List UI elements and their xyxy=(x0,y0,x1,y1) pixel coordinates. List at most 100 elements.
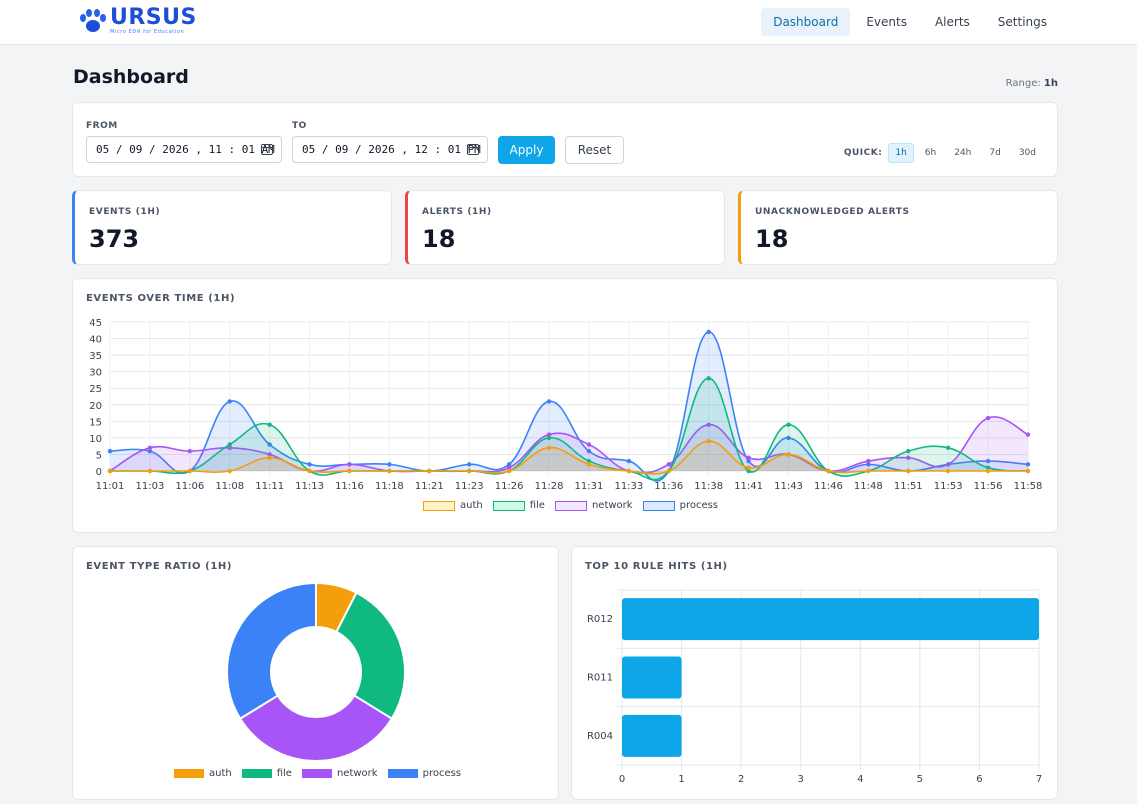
y-category-label: R004 xyxy=(587,731,613,742)
stat-value: 373 xyxy=(89,225,140,253)
legend-swatch xyxy=(174,769,204,778)
x-tick-label: 6 xyxy=(976,774,982,785)
calendar-icon[interactable] xyxy=(261,144,273,155)
paw-logo-icon xyxy=(80,9,106,32)
series-line-auth xyxy=(109,440,1028,475)
nav-dashboard[interactable]: Dashboard xyxy=(761,8,851,36)
to-datetime-value: 05 / 09 / 2026 , 12 : 01 PM xyxy=(302,143,481,156)
quick-24h-button[interactable]: 24h xyxy=(954,148,972,158)
x-tick-label: 11:51 xyxy=(894,481,923,492)
data-point-file xyxy=(906,448,911,454)
stat-value: 18 xyxy=(755,225,789,253)
calendar-icon[interactable] xyxy=(467,144,479,155)
data-point-auth xyxy=(626,468,632,474)
legend-label: process xyxy=(679,500,719,511)
data-point-auth xyxy=(187,468,193,474)
nav-alerts[interactable]: Alerts xyxy=(934,15,970,29)
data-point-file xyxy=(786,422,791,427)
data-point-network xyxy=(666,462,671,467)
y-tick-label: 0 xyxy=(96,467,102,478)
legend-swatch xyxy=(301,769,332,778)
data-point-auth xyxy=(147,468,153,474)
x-tick-label: 11:48 xyxy=(854,481,883,492)
x-tick-label: 11:18 xyxy=(375,481,404,492)
event-type-donut-chart xyxy=(226,581,406,762)
quick-6h-button[interactable]: 6h xyxy=(924,148,937,158)
stat-card-unacknowledged: UNACKNOWLEDGED ALERTS 18 xyxy=(738,190,1058,265)
data-point-file xyxy=(586,458,592,464)
legend-item-file[interactable]: file xyxy=(492,500,545,511)
y-category-label: R012 xyxy=(587,614,613,625)
data-point-process xyxy=(107,448,113,454)
quick-30d-button[interactable]: 30d xyxy=(1018,148,1036,158)
quick-range-selector: QUICK: 1h 6h 24h 7d 30d xyxy=(844,143,1043,163)
nav-events[interactable]: Events xyxy=(866,15,907,29)
data-point-process xyxy=(147,448,153,454)
legend-label: auth xyxy=(460,500,483,511)
x-tick-label: 11:21 xyxy=(415,481,444,492)
data-point-file xyxy=(267,422,272,427)
ratio-legend: auth file network process xyxy=(174,768,461,779)
page-title: Dashboard xyxy=(73,66,189,88)
legend-label: auth xyxy=(209,768,232,779)
brand-logo[interactable]: URSUS Micro EDR for Education xyxy=(78,6,197,36)
to-datetime-input[interactable]: 05 / 09 / 2026 , 12 : 01 PM xyxy=(292,136,488,163)
data-point-process xyxy=(467,462,472,467)
reset-button[interactable]: Reset xyxy=(565,136,624,164)
x-tick-label: 11:13 xyxy=(295,481,324,492)
rule-bar xyxy=(622,656,682,699)
data-point-network xyxy=(267,452,272,457)
legend-swatch xyxy=(492,500,525,511)
data-point-network xyxy=(706,422,711,427)
data-point-auth xyxy=(107,468,113,474)
x-tick-label: 11:58 xyxy=(1014,481,1043,492)
x-tick-label: 3 xyxy=(798,774,804,785)
legend-item-network[interactable]: network xyxy=(301,768,378,779)
data-point-network xyxy=(506,465,512,470)
main-nav: Dashboard Events Alerts Settings xyxy=(761,8,1059,36)
from-datetime-input[interactable]: 05 / 09 / 2026 , 11 : 01 AM xyxy=(86,136,282,163)
data-point-auth xyxy=(706,439,711,444)
x-tick-label: 0 xyxy=(619,774,625,785)
data-point-network xyxy=(866,458,871,464)
data-point-process xyxy=(267,442,272,447)
data-point-auth xyxy=(227,468,232,474)
data-point-file xyxy=(227,442,232,447)
y-tick-label: 5 xyxy=(96,450,102,461)
rule-bar xyxy=(622,598,1039,641)
apply-button[interactable]: Apply xyxy=(498,136,555,164)
data-point-auth xyxy=(666,468,671,474)
stat-card-alerts: ALERTS (1H) 18 xyxy=(405,190,725,265)
y-category-label: R011 xyxy=(587,673,613,684)
legend-swatch xyxy=(423,500,455,511)
data-point-auth xyxy=(985,468,991,474)
x-tick-label: 11:23 xyxy=(455,481,484,492)
data-point-network xyxy=(906,455,911,460)
quick-7d-button[interactable]: 7d xyxy=(989,148,1001,158)
time-filter-card: FROM 05 / 09 / 2026 , 11 : 01 AM TO 05 /… xyxy=(72,102,1058,177)
data-point-process xyxy=(387,462,392,467)
legend-item-process[interactable]: process xyxy=(642,500,719,511)
data-point-auth xyxy=(467,468,472,474)
nav-settings[interactable]: Settings xyxy=(997,15,1047,29)
legend-item-file[interactable]: file xyxy=(241,768,292,779)
legend-item-process[interactable]: process xyxy=(387,768,461,779)
timeline-legend: auth file network process xyxy=(423,500,718,511)
series-line-process xyxy=(109,331,1029,482)
series-area-auth xyxy=(110,441,1028,474)
x-tick-label: 11:56 xyxy=(974,481,1003,492)
legend-label: file xyxy=(276,768,292,779)
legend-item-auth[interactable]: auth xyxy=(174,768,232,779)
x-tick-label: 11:43 xyxy=(774,481,803,492)
data-point-process xyxy=(626,458,632,464)
legend-label: network xyxy=(336,768,378,779)
data-point-auth xyxy=(427,468,432,474)
data-point-auth xyxy=(1025,468,1031,474)
legend-item-auth[interactable]: auth xyxy=(423,500,483,511)
top-navbar: URSUS Micro EDR for Education Dashboard … xyxy=(0,0,1137,45)
quick-1h-button[interactable]: 1h xyxy=(888,143,914,163)
x-tick-label: 7 xyxy=(1036,774,1042,785)
range-indicator: Range: 1h xyxy=(1006,78,1058,89)
legend-item-network[interactable]: network xyxy=(554,500,633,511)
range-value: 1h xyxy=(1043,78,1058,89)
